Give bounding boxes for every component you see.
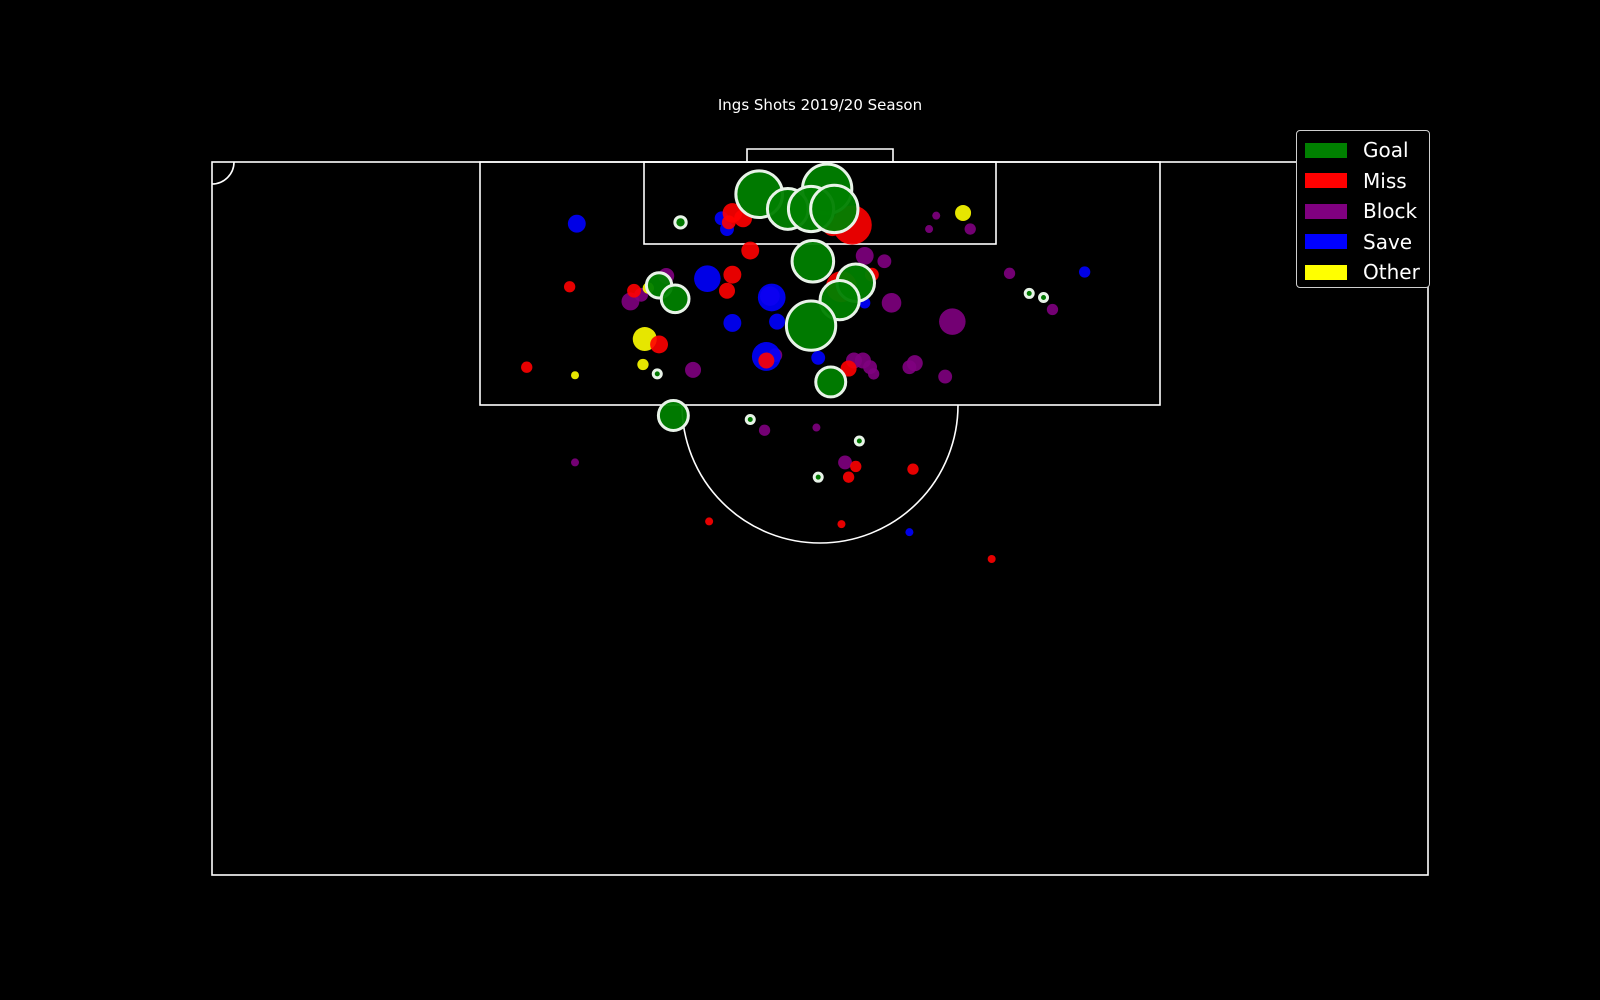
legend-swatch (1305, 173, 1347, 189)
shot-point-miss (650, 335, 669, 354)
legend-label: Goal (1363, 138, 1409, 163)
shot-point-block (1003, 267, 1016, 279)
shot-point-other (955, 204, 972, 221)
shot-point-save (723, 313, 742, 332)
legend-swatch (1305, 264, 1347, 280)
legend-label: Save (1363, 229, 1413, 254)
shot-point-save (694, 265, 721, 292)
shot-point-block (685, 361, 702, 378)
shot-point-save (1079, 266, 1091, 278)
chart-title: Ings Shots 2019/20 Season (717, 96, 923, 114)
shot-point-goal (784, 299, 838, 352)
shot-point-goal (790, 238, 836, 284)
shot-point-miss (987, 554, 996, 563)
shot-point-block (881, 293, 902, 313)
shots-layer (521, 162, 1091, 563)
shot-point-block (571, 458, 580, 467)
shot-point-block (758, 424, 771, 436)
shot-point-save (567, 214, 586, 233)
shot-point-miss (842, 471, 855, 483)
legend-swatch (1305, 234, 1347, 250)
pitch-lines (211, 148, 1429, 876)
shot-point-goal (814, 365, 848, 399)
shot-point-goal (673, 215, 688, 230)
shot-point-miss (907, 463, 919, 475)
shot-point-miss (521, 361, 533, 373)
legend: Goal Miss Block Save Other (1296, 130, 1430, 288)
shot-point-block (1046, 303, 1059, 316)
shot-point-goal (659, 283, 691, 315)
legend-swatch (1305, 203, 1347, 219)
shot-point-miss (721, 215, 736, 230)
shot-point-miss (837, 520, 846, 529)
shot-point-block (867, 368, 880, 380)
shot-point-goal (812, 471, 824, 483)
shot-point-miss (741, 241, 760, 260)
shot-point-block (812, 423, 821, 432)
shot-point-block (855, 246, 874, 265)
shot-point-block (925, 225, 934, 234)
shot-point-miss (627, 283, 641, 298)
shot-point-save (811, 350, 826, 365)
shot-point-block (938, 369, 953, 384)
shot-point-miss (758, 352, 775, 369)
shot-point-goal (1023, 287, 1035, 299)
shot-point-goal (744, 414, 756, 426)
shot-point-save (769, 313, 786, 330)
shot-point-block (877, 254, 892, 269)
legend-label: Block (1363, 199, 1418, 224)
shot-point-miss (723, 265, 742, 284)
shot-point-goal (651, 368, 663, 380)
shot-point-block (939, 308, 966, 335)
legend-label: Other (1363, 260, 1420, 285)
shot-point-block (932, 211, 941, 220)
shot-point-block (964, 223, 976, 235)
shot-point-save (757, 283, 786, 312)
legend-item-save: Save (1305, 227, 1429, 258)
shot-point-other (571, 371, 580, 380)
shot-point-save (905, 528, 914, 537)
corner-arc-left (211, 161, 235, 185)
legend-item-other: Other (1305, 257, 1429, 288)
shot-point-miss (840, 360, 857, 377)
legend-label: Miss (1363, 168, 1407, 193)
shot-point-miss (850, 460, 862, 473)
shot-point-goal (809, 183, 860, 235)
legend-item-miss: Miss (1305, 166, 1429, 197)
legend-swatch (1305, 142, 1347, 158)
legend-item-goal: Goal (1305, 135, 1429, 166)
goal-frame (746, 148, 894, 162)
penalty-arc (681, 404, 959, 544)
shot-point-block (838, 455, 852, 470)
shot-point-block (902, 360, 917, 375)
shot-point-miss (563, 281, 576, 293)
shot-point-other (637, 358, 649, 371)
legend-item-block: Block (1305, 196, 1429, 227)
shot-point-miss (719, 282, 736, 299)
shot-point-goal (1038, 291, 1050, 303)
shot-point-goal (656, 399, 690, 432)
shot-point-goal (853, 435, 865, 447)
shot-point-miss (705, 517, 714, 526)
